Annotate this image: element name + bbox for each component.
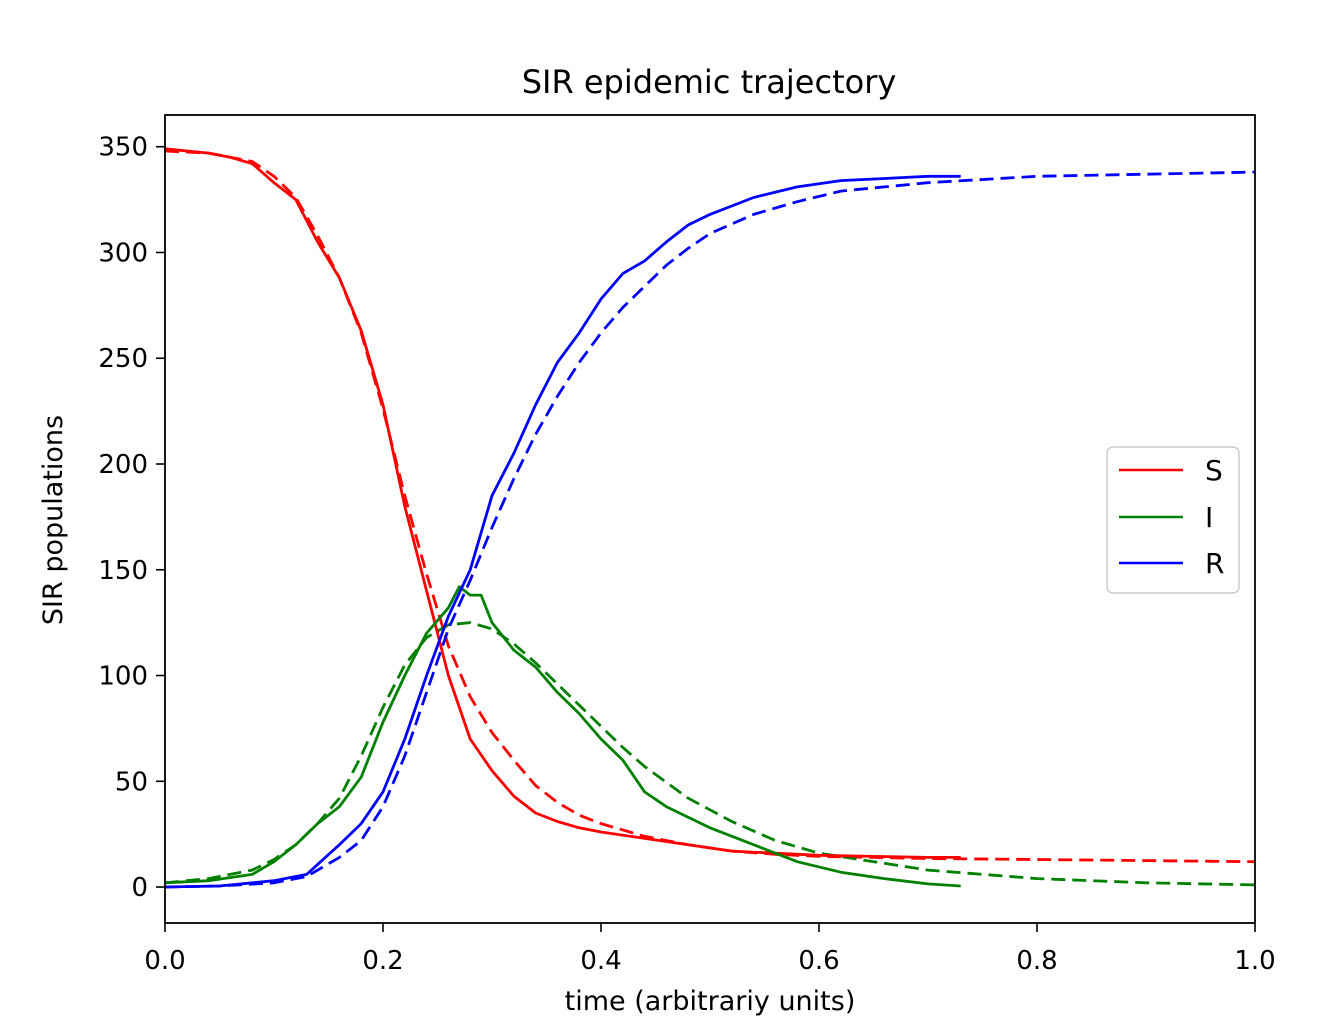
series-layer — [165, 147, 1255, 889]
series-line-i — [165, 585, 961, 888]
series-line-r-deterministic — [165, 170, 1255, 889]
x-tick-label: 0.4 — [580, 946, 621, 976]
legend-label-i: I — [1205, 501, 1213, 534]
legend-label-s: S — [1205, 454, 1223, 487]
y-tick-label: 250 — [98, 344, 148, 374]
x-axis-title: time (arbitrariy units) — [565, 986, 856, 1017]
y-tick-label: 150 — [98, 556, 148, 586]
series-line-s — [165, 147, 961, 859]
chart-title: SIR epidemic trajectory — [522, 63, 897, 101]
y-tick-label: 350 — [98, 133, 148, 163]
x-tick-label: 0.6 — [798, 946, 839, 976]
series-line-r — [165, 174, 961, 889]
legend: S I R — [1106, 446, 1240, 594]
y-tick-label: 200 — [98, 450, 148, 480]
y-axis: 0 50 100 150 200 250 300 350 — [98, 133, 165, 903]
y-tick-label: 50 — [115, 767, 148, 797]
legend-label-r: R — [1205, 547, 1224, 580]
x-tick-label: 0.8 — [1016, 946, 1057, 976]
y-tick-label: 100 — [98, 662, 148, 692]
x-tick-label: 1.0 — [1234, 946, 1275, 976]
x-tick-label: 0.2 — [362, 946, 403, 976]
y-tick-label: 300 — [98, 238, 148, 268]
y-tick-label: 0 — [131, 873, 148, 903]
legend-box — [1106, 446, 1240, 594]
x-axis: 0.0 0.2 0.4 0.6 0.8 1.0 — [144, 923, 1276, 976]
y-axis-title: SIR populations — [38, 415, 69, 625]
x-tick-label: 0.0 — [144, 946, 185, 976]
plot-frame — [164, 114, 1256, 924]
